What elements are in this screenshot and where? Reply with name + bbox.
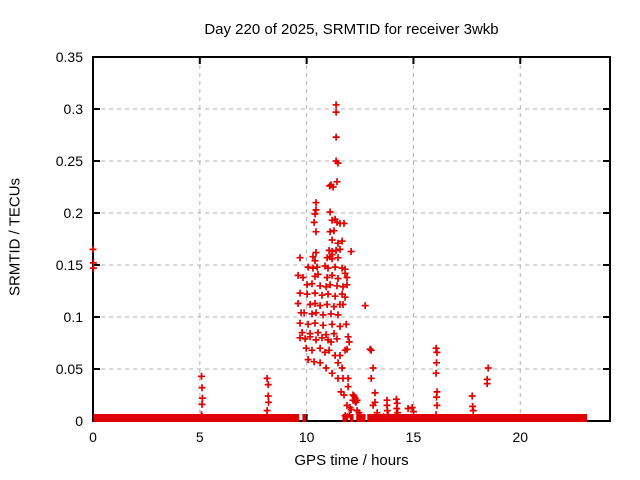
gridlines [92,56,610,422]
chart-title: Day 220 of 2025, SRMTID for receiver 3wk… [204,21,499,38]
x-axis-label: GPS time / hours [294,452,409,469]
scatter-points [89,101,492,421]
baseline-band-segment [349,414,354,422]
baseline-band-segment [302,414,307,422]
plot-border [92,56,611,422]
baseline-band-segment [367,414,588,422]
baseline-band-segment [356,414,366,422]
baseline-band-segment [93,414,300,422]
axis-ticks [92,56,610,422]
